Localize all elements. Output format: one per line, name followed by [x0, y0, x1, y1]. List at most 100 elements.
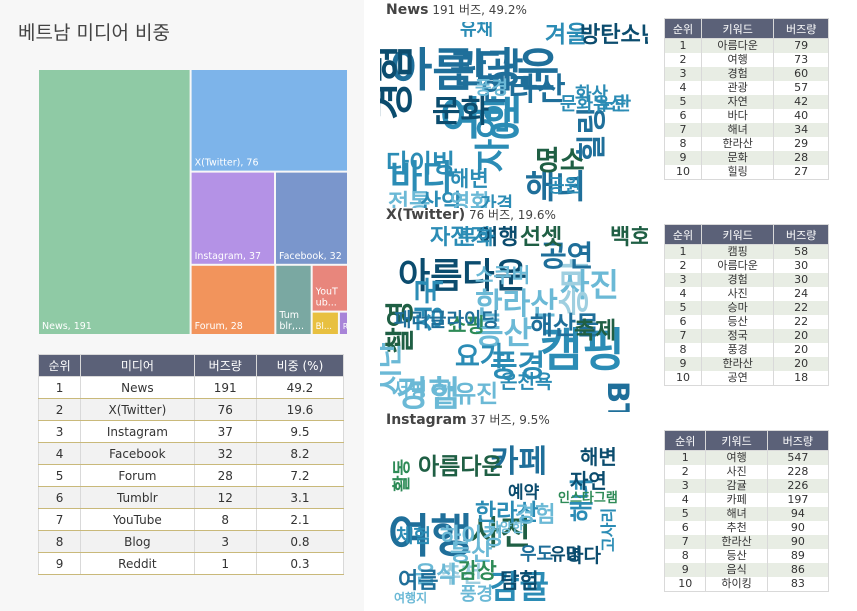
- wordcloud-word: 한라산: [475, 500, 538, 526]
- wordcloud-word: 노란: [598, 94, 632, 115]
- table-row: 4 사진 24: [663, 287, 829, 301]
- media-table-cell: Facebook: [80, 442, 195, 465]
- wordcloud-word: 사진: [470, 513, 531, 552]
- treemap-label: R: [343, 322, 348, 331]
- keyword-table-cell: 한라산: [701, 357, 775, 371]
- treemap-label: Bl...: [316, 322, 332, 332]
- media-table-cell: 8: [37, 530, 82, 553]
- media-table-cell: 8.2: [255, 442, 345, 465]
- media-table-cell: 0.3: [255, 552, 345, 575]
- instagram-section-title: Instagram 37 버즈, 9.5%: [386, 411, 550, 428]
- wordcloud-word: 경험: [515, 502, 555, 528]
- keyword-table-cell: 등산: [701, 315, 775, 329]
- keyword-table-header-cell: 버즈량: [773, 18, 829, 39]
- table-row: 7 해녀 34: [663, 123, 829, 137]
- wordcloud-word: 등산: [450, 540, 492, 566]
- keyword-table-cell: 20: [773, 343, 829, 357]
- table-row: 10 힐링 27: [663, 165, 829, 180]
- media-table-cell: 0.8: [255, 530, 345, 553]
- table-row: 3 감귤 226: [663, 479, 830, 493]
- wordcloud-word: 풍경: [475, 78, 508, 99]
- media-table-cell: 1: [193, 552, 257, 575]
- keyword-table-cell: 등산: [705, 549, 768, 563]
- wordcloud-word: 여행지: [394, 590, 427, 605]
- table-row: 6 Tumblr 12 3.1: [37, 486, 345, 509]
- table-row: 5 Forum 28 7.2: [37, 464, 345, 487]
- keyword-table-cell: 한라산: [705, 535, 768, 549]
- keyword-table-cell: 정국: [701, 329, 775, 343]
- page-title: 베트남 미디어 비중: [18, 22, 170, 44]
- wordcloud-word: 바다: [566, 545, 601, 567]
- keyword-table-cell: 5: [663, 95, 703, 109]
- keyword-table-cell: 226: [766, 479, 830, 493]
- wordcloud-word: 감상: [458, 559, 497, 583]
- media-table: 순위 미디어 버즈량 비중 (%) 1 News 191 49.2 2 X(Twitter) 76…: [37, 354, 345, 575]
- keyword-table-cell: 풍경: [701, 343, 775, 357]
- keyword-table-cell: 58: [773, 244, 829, 259]
- wordcloud-word: 산악: [420, 190, 462, 208]
- media-table-cell: 19.6: [255, 398, 345, 421]
- treemap-label: Forum, 28: [195, 321, 243, 332]
- keyword-table-cell: 57: [773, 81, 829, 95]
- table-row: 8 한라산 29: [663, 137, 829, 151]
- keyword-table-cell: 캠핑: [701, 244, 775, 259]
- treemap-cell-instagram: Instagram, 37: [191, 172, 275, 264]
- keyword-table-cell: 5: [663, 507, 707, 521]
- keyword-table-cell: 60: [773, 67, 829, 81]
- keyword-table-cell: 30: [773, 273, 829, 287]
- media-table-cell: Forum: [80, 464, 195, 487]
- wordcloud-word: 자연: [570, 469, 607, 493]
- wordcloud-word: 바다: [390, 159, 454, 199]
- media-table-cell: 3.1: [255, 486, 345, 509]
- keyword-table-header-cell: 순위: [663, 430, 707, 451]
- instagram-source-meta: 37 버즈, 9.5%: [470, 413, 550, 427]
- media-table-cell: Blog: [80, 530, 195, 553]
- keyword-table-cell: 20: [773, 357, 829, 371]
- twitter-source-name: X(Twitter): [386, 207, 466, 223]
- media-table-cell: 7: [37, 508, 82, 531]
- keyword-table-cell: 8: [663, 549, 707, 563]
- keyword-table-header-cell: 키워드: [705, 430, 768, 451]
- media-table-cell: 8: [193, 508, 257, 531]
- keyword-table-cell: 30: [773, 259, 829, 273]
- keyword-table-cell: 8: [663, 343, 703, 357]
- wordcloud-word: 해녀: [525, 167, 586, 206]
- wordcloud-word: 촬영: [383, 301, 417, 354]
- wordcloud-word: 카페: [490, 444, 547, 480]
- keyword-table-cell: 힐링: [701, 165, 775, 180]
- keyword-table-cell: 40: [773, 109, 829, 123]
- wordcloud-word: 겨울: [545, 22, 587, 48]
- treemap-label: News, 191: [42, 321, 92, 332]
- keyword-table-cell: 5: [663, 301, 703, 315]
- keyword-table-cell: 하이킹: [705, 577, 768, 592]
- wordcloud-word: 여름: [398, 569, 438, 594]
- news-source-name: News: [386, 2, 429, 18]
- wordcloud-word: 한유진: [432, 380, 498, 408]
- table-row: 4 Facebook 32 8.2: [37, 442, 345, 465]
- media-table-header-cell: 미디어: [80, 354, 195, 377]
- keyword-table-cell: 3: [663, 479, 707, 493]
- media-table-cell: 2.1: [255, 508, 345, 531]
- wordcloud-word: 해산물: [530, 311, 599, 340]
- wordcloud-word: 해변: [580, 445, 617, 469]
- table-row: 4 카페 197: [663, 493, 830, 507]
- wordcloud-word: 백호: [610, 226, 648, 250]
- wordcloud-word: 추천: [440, 562, 482, 588]
- instagram-keyword-table-header: 순위 키워드 버즈량: [663, 430, 830, 451]
- keyword-table-cell: 문화: [701, 151, 775, 165]
- wordcloud-word: 풍경: [490, 349, 545, 384]
- media-table-cell: 49.2: [255, 376, 345, 399]
- keyword-table-cell: 3: [663, 273, 703, 287]
- table-row: 5 승마 22: [663, 301, 829, 315]
- keyword-table-cell: 10: [663, 165, 703, 180]
- media-table-cell: News: [80, 376, 195, 399]
- media-treemap: News, 191 X(Twitter), 76 Instagram, 37 Face…: [39, 70, 348, 334]
- keyword-table-cell: 2: [663, 465, 707, 479]
- keyword-table-cell: 228: [766, 465, 830, 479]
- wordcloud-word: 지난: [380, 342, 405, 394]
- wordcloud-word: 활동: [392, 459, 413, 492]
- keyword-table-cell: 22: [773, 301, 829, 315]
- wordcloud-word: 쇼핑: [448, 313, 485, 337]
- news-keyword-table-header: 순위 키워드 버즈량: [663, 18, 829, 39]
